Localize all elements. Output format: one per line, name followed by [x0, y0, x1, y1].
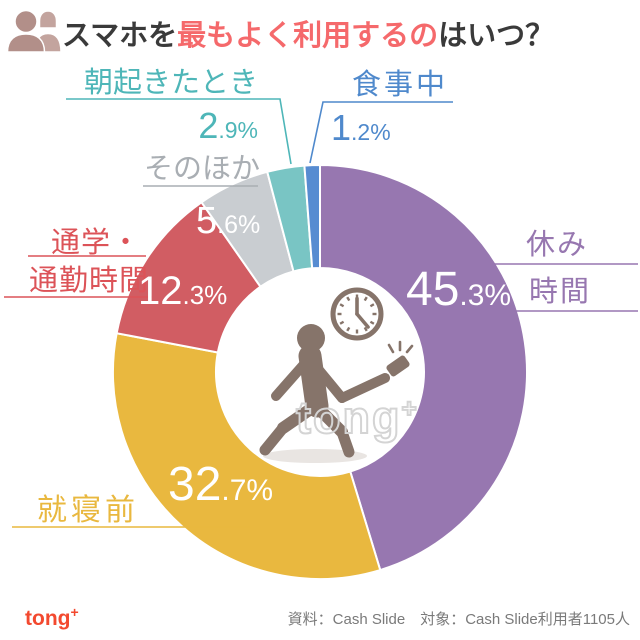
title-prefix: スマホを	[62, 20, 178, 52]
clock-tick	[363, 326, 368, 332]
source-text: 資料：Cash Slide 対象：Cash Slide利用者1105人	[287, 611, 630, 628]
slice-label-commute-line1: 通学・	[50, 227, 141, 259]
slice-label-before-bed: 就寝前	[37, 494, 139, 527]
slice-value-other: 5.6%	[196, 200, 261, 242]
slice-value-break-time: 45.3%	[406, 263, 512, 316]
clock-icon	[330, 287, 384, 341]
tong-logo-text: tong	[25, 607, 71, 630]
clock-tick	[346, 326, 351, 332]
pie-slice-1	[112, 332, 382, 580]
walking-person-icon	[259, 324, 414, 458]
slice-label-break-time-line2: 時間	[528, 276, 591, 308]
watermark-tong: tong+	[295, 391, 419, 444]
slice-value-before-bed: 32.7%	[168, 458, 274, 511]
shadow	[263, 449, 367, 463]
leader-line-4	[66, 98, 292, 165]
title-suffix: はいつ？	[438, 20, 555, 52]
slice-label-waking-up: 朝起きたとき	[84, 67, 259, 99]
pie-slice-0	[319, 163, 528, 572]
clock-tick	[346, 296, 351, 302]
slice-label-break-time-line1: 休み	[525, 229, 588, 261]
leader-line-5	[309, 101, 453, 164]
tong-logo: tong+	[25, 604, 79, 631]
clock-tick	[339, 320, 345, 325]
notification-sparks	[387, 340, 414, 354]
pie-slice-5	[303, 163, 321, 270]
slice-value-commute: 12.3%	[138, 269, 228, 313]
clock-tick	[369, 320, 375, 325]
page-title: スマホを最もよく利用するのはいつ？	[62, 12, 554, 54]
people-icon	[6, 9, 62, 52]
clock-tick	[363, 296, 368, 302]
watermark-plus: +	[400, 392, 419, 424]
person-walking-with-phone-and-clock-icon	[259, 287, 414, 463]
slice-label-commute-line2: 通勤時間	[28, 265, 149, 297]
clock-tick	[339, 303, 345, 308]
tong-logo-plus: +	[70, 604, 79, 620]
watermark-text: tong	[295, 391, 402, 444]
slice-value-during-meals: 1.2%	[331, 107, 391, 148]
clock-tick	[369, 303, 375, 308]
title-highlight: 最もよく利用するの	[177, 20, 439, 52]
slice-label-during-meals: 食事中	[352, 69, 449, 101]
slice-value-waking-up: 2.9%	[198, 105, 258, 146]
slice-label-other: そのほか	[144, 153, 261, 185]
